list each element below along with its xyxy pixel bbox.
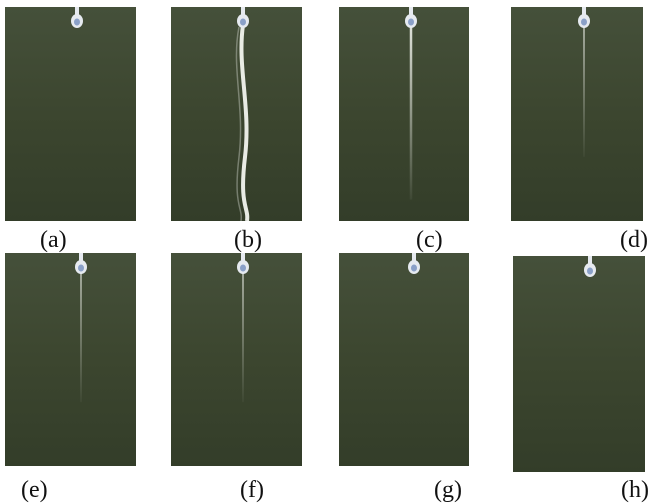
panel-label-g: (g) [434, 477, 462, 503]
panel-label-b: (b) [234, 227, 262, 253]
photo-panel-b [171, 7, 302, 221]
panel-label-c: (c) [416, 227, 443, 253]
panel-label-f: (f) [240, 477, 264, 503]
nozzle-core [587, 267, 593, 275]
liquid-jet [583, 25, 585, 157]
photo-panel-d [511, 7, 643, 221]
liquid-jet [409, 25, 413, 200]
nozzle-stem [79, 253, 83, 263]
photo-f [171, 253, 302, 466]
photo-panel-e [5, 253, 136, 466]
nozzle-stem [241, 7, 245, 17]
nozzle-core [78, 264, 84, 272]
nozzle-core [411, 264, 417, 272]
nozzle-core [408, 18, 414, 26]
photo-panel-f [171, 253, 302, 466]
liquid-jet [80, 271, 82, 403]
nozzle-stem [412, 253, 416, 263]
photo-e [5, 253, 136, 466]
nozzle-core [581, 18, 587, 26]
panel-label-a: (a) [40, 227, 67, 253]
photo-background [339, 253, 469, 466]
panel-label-d: (d) [620, 227, 648, 253]
liquid-jet [242, 271, 244, 403]
photo-background [5, 7, 136, 221]
photo-panel-h [513, 256, 645, 472]
nozzle-stem [75, 7, 79, 17]
photo-h [513, 256, 645, 472]
nozzle-core [74, 18, 80, 26]
photo-background [339, 7, 469, 221]
liquid-jet [239, 24, 250, 221]
photo-panel-c [339, 7, 469, 221]
nozzle-stem [582, 7, 586, 17]
jet-edge [235, 26, 243, 221]
photo-background [511, 7, 643, 221]
photo-d [511, 7, 643, 221]
photo-b [171, 7, 302, 221]
photo-c [339, 7, 469, 221]
nozzle-core [240, 18, 246, 26]
photo-panel-g [339, 253, 469, 466]
photo-background [5, 253, 136, 466]
photo-background [513, 256, 645, 472]
nozzle-stem [241, 253, 245, 263]
photo-a [5, 7, 136, 221]
photo-g [339, 253, 469, 466]
photo-background [171, 7, 302, 221]
photo-panel-a [5, 7, 136, 221]
nozzle-stem [588, 256, 592, 266]
panel-label-h: (h) [621, 477, 649, 503]
nozzle-core [240, 264, 246, 272]
photo-background [171, 253, 302, 466]
nozzle-stem [409, 7, 413, 17]
panel-label-e: (e) [21, 477, 48, 503]
